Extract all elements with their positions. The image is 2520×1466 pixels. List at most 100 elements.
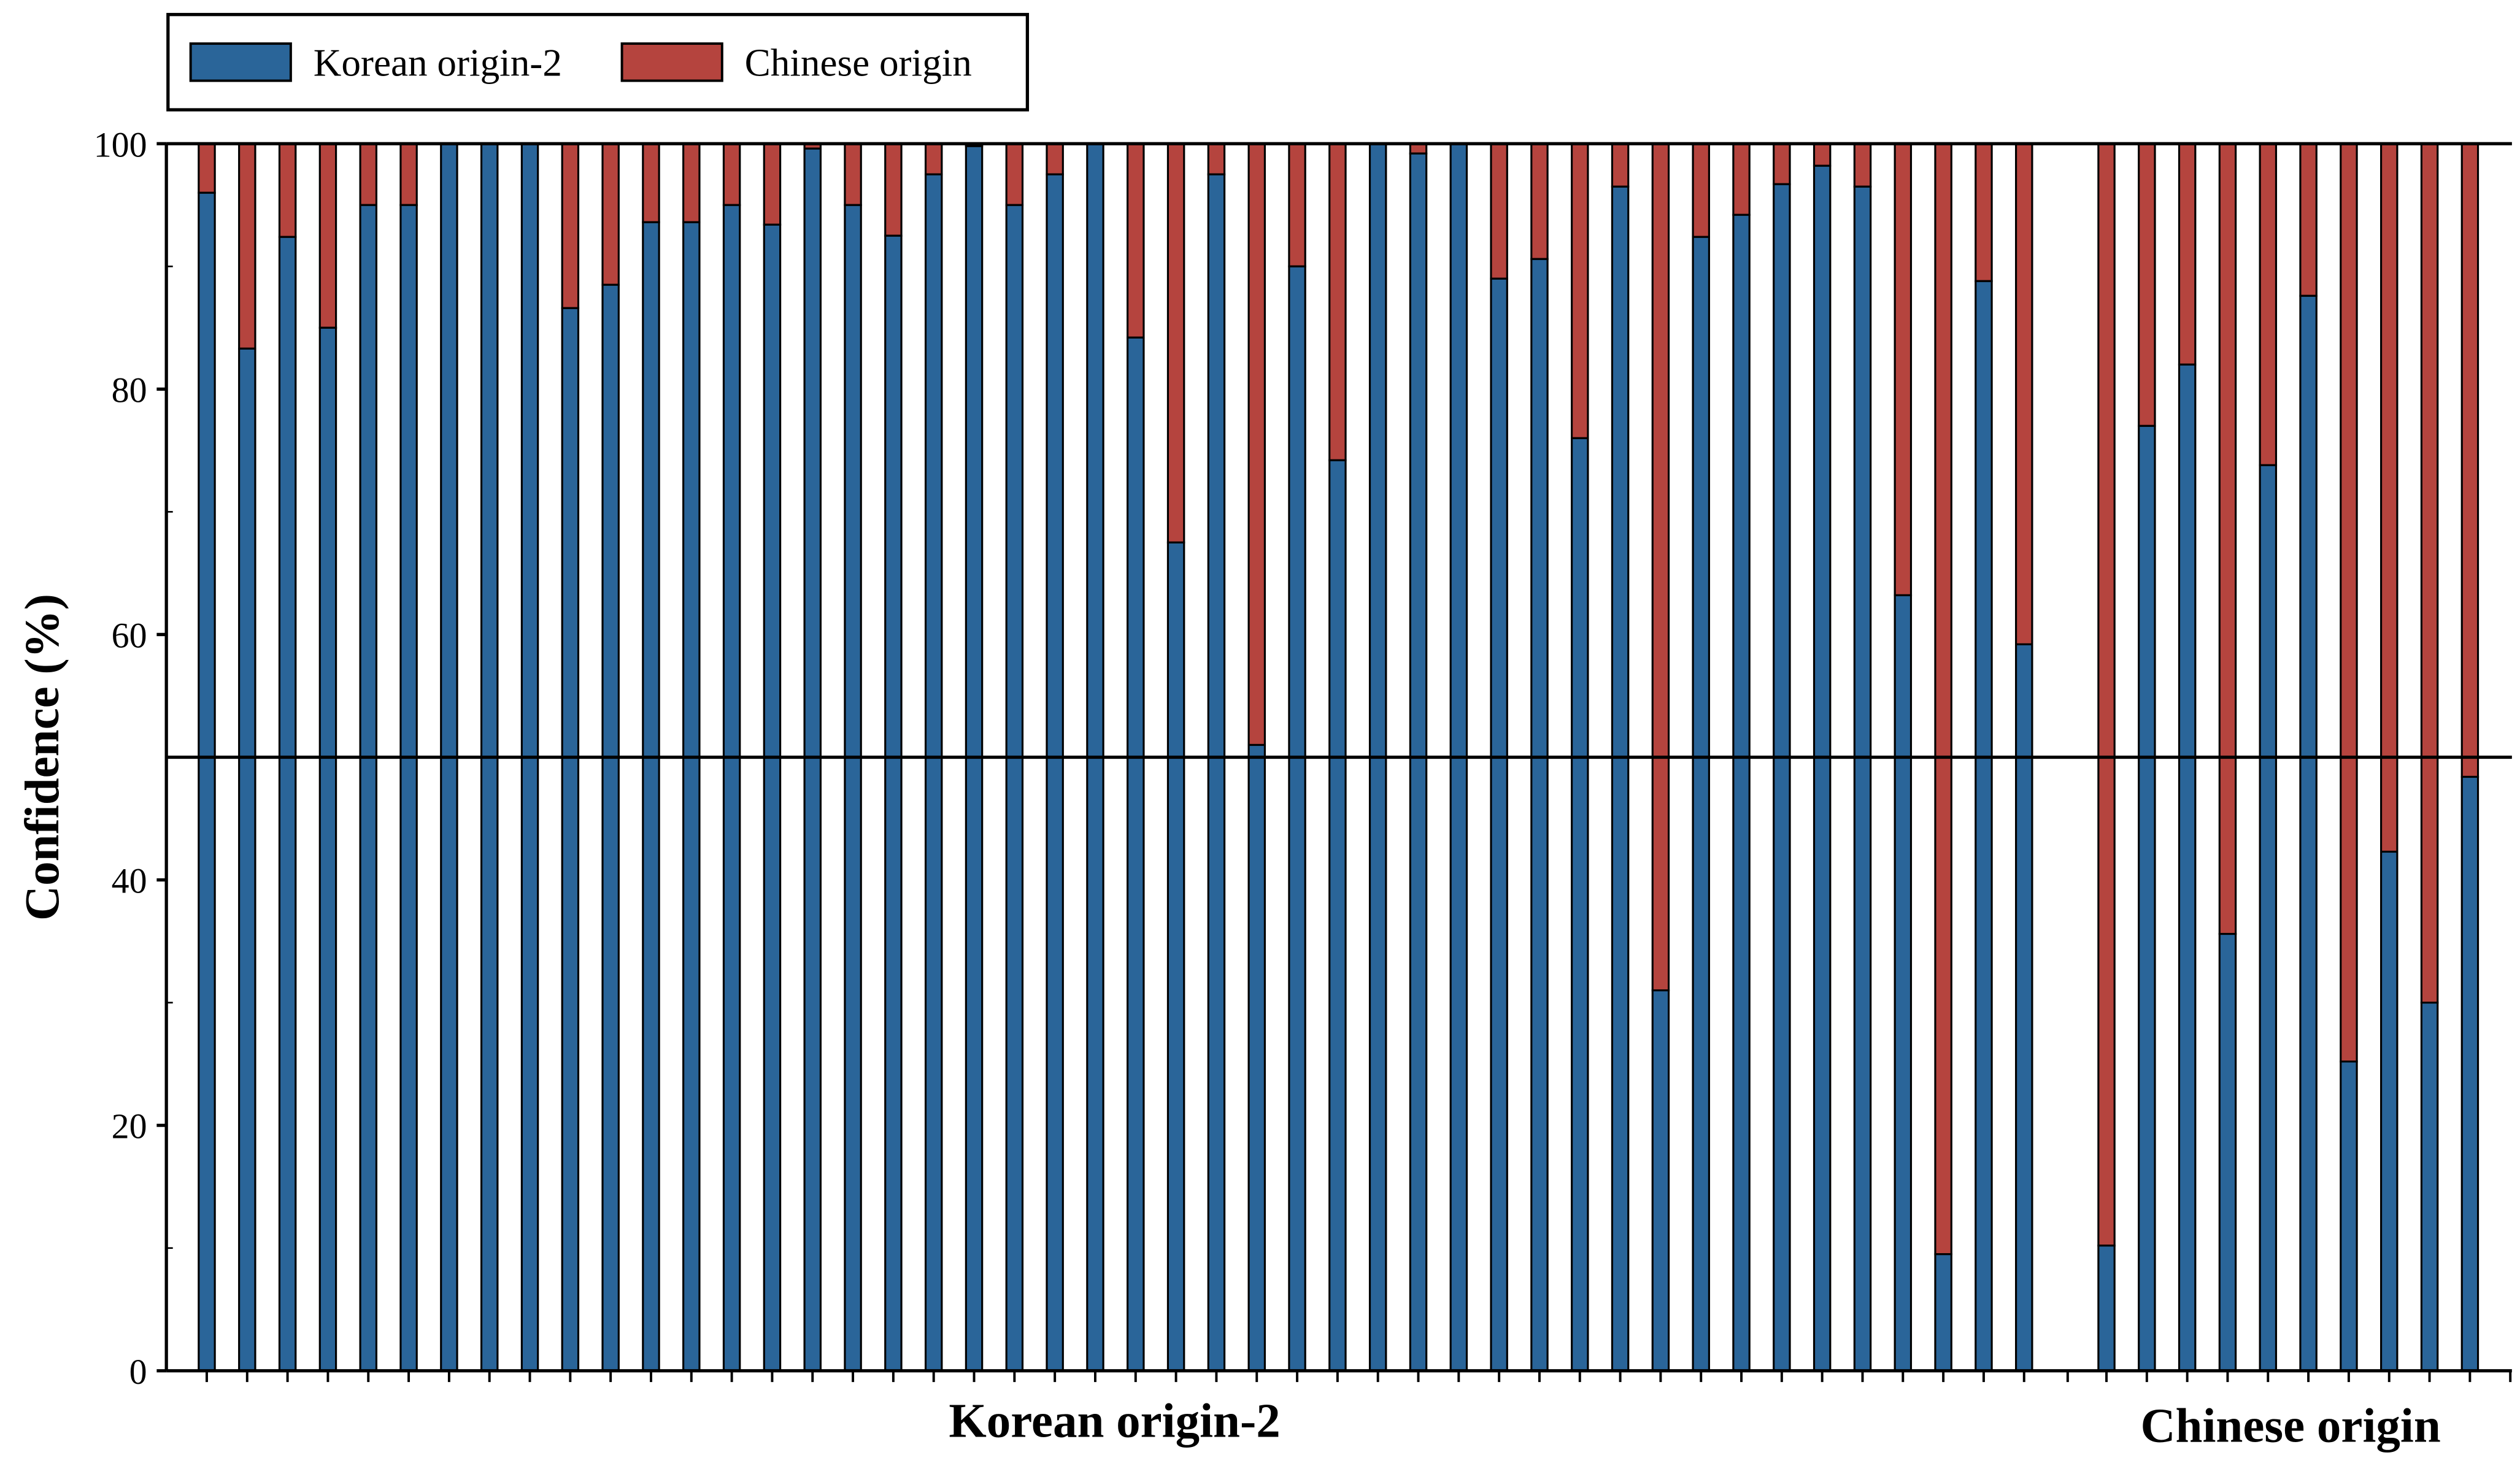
bar-chinese-origin — [1732, 142, 1751, 216]
bar-chinese-origin — [561, 142, 580, 309]
bar-chinese-origin — [1127, 142, 1145, 339]
bar-korean-origin-2 — [561, 307, 580, 1372]
bar-chinese-origin — [1611, 142, 1630, 188]
bar-korean-origin-2 — [318, 326, 337, 1372]
bar-chinese-origin — [1975, 142, 1993, 282]
bar-chinese-origin — [2178, 142, 2197, 366]
axes: 0 20 40 60 80 100 — [94, 125, 2512, 1392]
bar-chinese-origin — [2420, 142, 2439, 1004]
bar-chinese-origin — [1894, 142, 1913, 597]
bar-chinese-origin — [1207, 142, 1226, 175]
bar-chinese-origin — [1166, 142, 1185, 543]
bar-korean-origin-2 — [1005, 204, 1024, 1372]
bar-korean-origin-2 — [642, 221, 660, 1372]
y-tick-label: 80 — [112, 370, 147, 410]
y-tick-label: 100 — [94, 125, 147, 164]
bar-korean-origin-2 — [803, 147, 822, 1372]
legend-swatch-korean-origin-2 — [189, 42, 292, 82]
group-label-chinese-origin: Chinese origin — [2141, 1400, 2441, 1453]
bar-korean-origin-2 — [844, 204, 862, 1372]
bar-chinese-origin — [642, 142, 660, 223]
bar-korean-origin-2 — [1853, 185, 1872, 1372]
bar-korean-origin-2 — [763, 223, 782, 1372]
bar-korean-origin-2 — [278, 236, 297, 1372]
bar-korean-origin-2 — [1692, 236, 1710, 1372]
bar-chinese-origin — [399, 142, 418, 206]
bar-korean-origin-2 — [1611, 185, 1630, 1372]
bar-chinese-origin — [1490, 142, 1508, 280]
bar-korean-origin-2 — [198, 191, 216, 1372]
legend: Korean origin-2 Chinese origin — [166, 13, 1030, 112]
bar-chinese-origin — [278, 142, 297, 238]
y-tick-label: 0 — [129, 1352, 147, 1392]
bar-korean-origin-2 — [2178, 363, 2197, 1372]
bar-chinese-origin — [1005, 142, 1024, 206]
bar-chinese-origin — [359, 142, 377, 206]
bar-chinese-origin — [1934, 142, 1952, 1256]
bar-chinese-origin — [2259, 142, 2278, 466]
bar-korean-origin-2 — [1046, 173, 1064, 1372]
bar-chinese-origin — [763, 142, 782, 226]
bar-korean-origin-2 — [1530, 258, 1549, 1372]
bar-chinese-origin — [2299, 142, 2318, 297]
bar-korean-origin-2 — [1773, 183, 1791, 1372]
bar-korean-origin-2 — [1207, 173, 1226, 1372]
bar-korean-origin-2 — [722, 204, 741, 1372]
bar-chinese-origin — [1651, 142, 1670, 992]
legend-box — [166, 13, 1030, 112]
bar-korean-origin-2 — [1247, 743, 1266, 1372]
bar-korean-origin-2 — [2015, 643, 2033, 1372]
bar-chinese-origin — [2138, 142, 2156, 427]
bar-korean-origin-2 — [924, 173, 943, 1372]
bar-chinese-origin — [722, 142, 741, 206]
bar-chinese-origin — [238, 142, 256, 350]
y-tick-label: 60 — [112, 616, 147, 656]
bar-korean-origin-2 — [1651, 989, 1670, 1372]
bar-korean-origin-2 — [1934, 1253, 1952, 1372]
bar-chinese-origin — [1288, 142, 1306, 267]
bar-korean-origin-2 — [238, 347, 256, 1372]
bar-chinese-origin — [2097, 142, 2116, 1247]
bar-chinese-origin — [1328, 142, 1347, 461]
bars — [198, 142, 2480, 1372]
bar-chinese-origin — [884, 142, 903, 237]
bar-korean-origin-2 — [682, 221, 701, 1372]
bar-korean-origin-2 — [1127, 336, 1145, 1372]
bar-chinese-origin — [601, 142, 620, 286]
bar-korean-origin-2 — [1288, 265, 1306, 1372]
y-axis-label: Confidence (%) — [16, 594, 69, 921]
bar-korean-origin-2 — [2259, 464, 2278, 1372]
bar-korean-origin-2 — [359, 204, 377, 1372]
bar-korean-origin-2 — [2218, 932, 2237, 1372]
legend-swatch-chinese-origin — [620, 42, 723, 82]
bar-chinese-origin — [844, 142, 862, 206]
bar-chinese-origin — [1813, 142, 1832, 167]
bar-chinese-origin — [2380, 142, 2399, 853]
bar-korean-origin-2 — [2420, 1001, 2439, 1372]
bar-korean-origin-2 — [2097, 1245, 2116, 1372]
legend-label-korean-origin-2: Korean origin-2 — [314, 42, 562, 85]
bar-chinese-origin — [1853, 142, 1872, 188]
bar-korean-origin-2 — [2460, 775, 2480, 1372]
bar-korean-origin-2 — [399, 204, 418, 1372]
bar-korean-origin-2 — [1328, 459, 1347, 1372]
bar-korean-origin-2 — [2340, 1061, 2358, 1372]
bar-korean-origin-2 — [2299, 294, 2318, 1372]
bar-chinese-origin — [2340, 142, 2358, 1063]
y-tick-label: 40 — [112, 861, 147, 901]
y-tick-label: 20 — [112, 1107, 147, 1146]
bar-korean-origin-2 — [1813, 164, 1832, 1372]
bar-chinese-origin — [1530, 142, 1549, 260]
bar-korean-origin-2 — [1732, 213, 1751, 1372]
bar-korean-origin-2 — [2138, 424, 2156, 1372]
bar-korean-origin-2 — [2380, 850, 2399, 1372]
bar-chinese-origin — [198, 142, 216, 194]
bar-chinese-origin — [2218, 142, 2237, 935]
bar-chinese-origin — [1773, 142, 1791, 185]
bar-korean-origin-2 — [1975, 280, 1993, 1372]
bar-korean-origin-2 — [1894, 594, 1913, 1372]
bar-chinese-origin — [924, 142, 943, 175]
bar-korean-origin-2 — [601, 283, 620, 1372]
bar-chinese-origin — [2460, 142, 2480, 778]
